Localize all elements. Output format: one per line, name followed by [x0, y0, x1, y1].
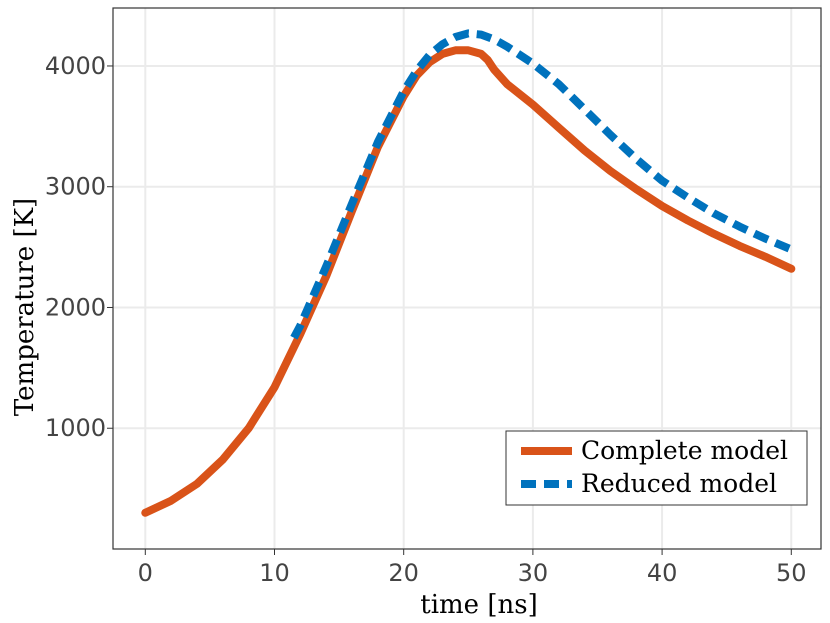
- y-tick-label: 3000: [45, 173, 106, 201]
- x-tick-label: 50: [776, 559, 807, 587]
- series-line-complete-model: [141, 46, 796, 517]
- x-tick-label: 10: [259, 559, 290, 587]
- legend: Complete model Reduced model: [505, 430, 808, 506]
- plot-frame: [112, 7, 822, 550]
- y-tick-label: 2000: [45, 293, 106, 321]
- legend-label-complete-model: Complete model: [581, 436, 788, 465]
- x-axis-title: time [ns]: [420, 590, 537, 620]
- x-tick-label: 0: [138, 559, 153, 587]
- x-tick-label: 30: [518, 559, 549, 587]
- legend-label-reduced-model: Reduced model: [581, 469, 777, 498]
- y-axis-ticks: 1000 2000 3000 4000: [45, 52, 113, 442]
- y-axis-title: Temperature [K]: [10, 198, 40, 416]
- legend-box: [505, 430, 808, 506]
- series-line-reduced-model: [290, 29, 793, 340]
- x-axis-ticks: 0 10 20 30 40 50: [138, 549, 807, 587]
- y-tick-label: 4000: [45, 52, 106, 80]
- x-tick-label: 20: [388, 559, 419, 587]
- x-tick-label: 40: [647, 559, 678, 587]
- y-tick-label: 1000: [45, 414, 106, 442]
- series-layer: [141, 29, 796, 517]
